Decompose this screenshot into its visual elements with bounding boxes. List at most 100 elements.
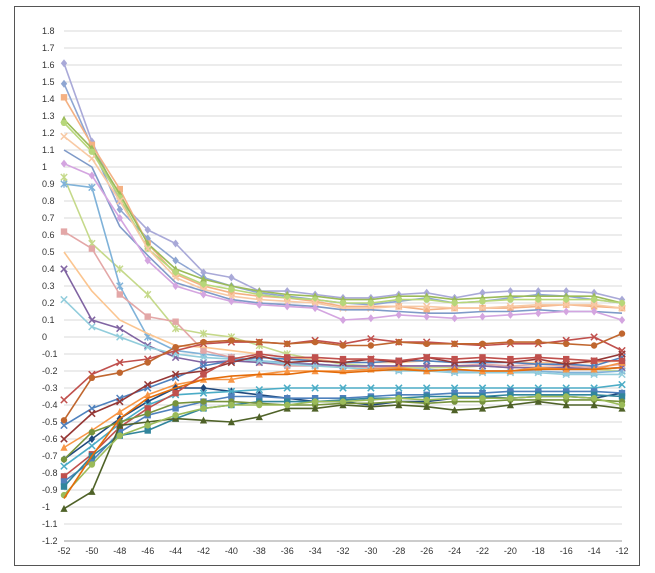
series-line — [63, 149, 623, 315]
data-point — [618, 330, 626, 337]
data-point — [339, 398, 347, 405]
y-tick-label: -0.5 — [42, 417, 58, 427]
data-point — [618, 316, 626, 324]
data-point — [423, 306, 430, 313]
data-point — [60, 462, 68, 470]
data-point — [116, 205, 123, 214]
data-point — [255, 295, 264, 304]
data-point — [367, 402, 375, 410]
data-point — [367, 342, 375, 349]
data-point — [423, 296, 430, 303]
data-point — [563, 388, 570, 395]
series-line — [63, 96, 623, 311]
data-point — [339, 299, 347, 307]
data-point — [256, 401, 263, 409]
data-point — [144, 359, 151, 366]
data-point — [116, 265, 124, 273]
data-point — [479, 354, 486, 361]
data-point — [423, 340, 430, 347]
data-point — [228, 273, 235, 282]
data-point — [228, 286, 235, 293]
data-point — [618, 380, 626, 389]
data-point — [395, 302, 403, 311]
x-tick-label: -38 — [253, 546, 266, 556]
x-tick-label: -44 — [169, 546, 182, 556]
y-tick-label: -0.4 — [42, 400, 58, 410]
data-point — [618, 299, 626, 307]
data-point — [199, 329, 208, 338]
data-point — [255, 385, 264, 394]
data-point — [171, 324, 180, 333]
y-tick-label: -1 — [42, 502, 50, 512]
data-point — [562, 401, 570, 409]
y-tick-label: 1.1 — [42, 145, 55, 155]
series-27 — [60, 393, 626, 499]
data-point — [60, 119, 68, 127]
data-point — [200, 268, 207, 277]
data-point — [535, 393, 542, 400]
series-16 — [60, 330, 626, 424]
data-point — [284, 302, 291, 311]
data-point — [590, 401, 598, 409]
data-point — [60, 79, 68, 88]
y-tick-label: -0.7 — [42, 451, 58, 461]
data-point — [423, 354, 430, 361]
data-point — [228, 393, 235, 400]
y-tick-label: 1.4 — [42, 94, 55, 104]
data-point — [228, 401, 235, 409]
x-tick-label: -16 — [560, 546, 573, 556]
data-point — [535, 296, 542, 303]
data-point — [284, 398, 291, 405]
data-point — [60, 504, 68, 512]
data-point — [144, 391, 152, 398]
y-tick-label: 1.6 — [42, 60, 55, 70]
data-point — [507, 338, 514, 346]
data-point — [200, 384, 207, 392]
data-point — [451, 314, 458, 323]
data-point — [144, 290, 152, 299]
data-point — [311, 299, 319, 307]
data-point — [367, 396, 375, 404]
x-tick-label: -18 — [532, 546, 545, 556]
y-tick-label: -1.1 — [42, 519, 58, 529]
data-point — [284, 395, 291, 402]
data-point — [451, 340, 458, 347]
data-point — [311, 296, 319, 303]
data-point — [450, 304, 459, 312]
data-point — [479, 288, 486, 297]
data-point — [228, 289, 235, 296]
data-point — [88, 154, 96, 163]
data-point — [227, 375, 235, 383]
data-point — [367, 355, 375, 363]
data-point — [200, 405, 207, 412]
y-tick-label: -0.8 — [42, 468, 58, 478]
series-8 — [60, 159, 626, 324]
data-point — [590, 296, 598, 303]
data-point — [618, 357, 626, 364]
data-point — [144, 313, 151, 320]
y-tick-label: -1.2 — [42, 536, 58, 546]
x-tick-label: -34 — [309, 546, 322, 556]
data-point — [200, 398, 207, 405]
data-point — [339, 355, 347, 363]
data-point — [451, 406, 459, 414]
y-tick-label: 0.4 — [42, 264, 55, 274]
data-point — [284, 401, 291, 409]
data-point — [144, 225, 151, 234]
data-point — [395, 357, 402, 364]
data-point — [172, 282, 179, 290]
data-point — [618, 370, 626, 379]
x-tick-label: -28 — [392, 546, 405, 556]
data-point — [590, 388, 598, 395]
data-point — [284, 340, 291, 347]
data-point — [339, 316, 347, 324]
series-group — [60, 59, 626, 512]
data-point — [590, 391, 598, 398]
x-tick-label: -32 — [336, 546, 349, 556]
data-point — [60, 478, 68, 485]
y-tick-label: 1 — [42, 162, 47, 172]
y-tick-label: 0.2 — [42, 298, 55, 308]
data-point — [227, 418, 235, 426]
data-point — [172, 389, 179, 397]
